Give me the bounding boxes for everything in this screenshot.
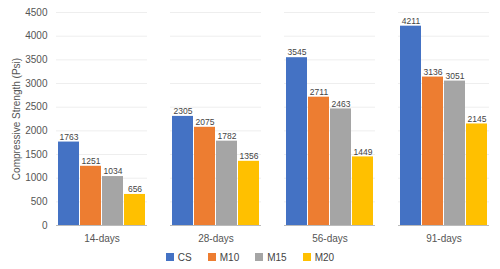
svg-text:Compressive Strength (Psi): Compressive Strength (Psi) <box>11 58 22 180</box>
svg-text:1763: 1763 <box>60 132 79 142</box>
svg-text:3500: 3500 <box>25 54 48 65</box>
svg-text:2000: 2000 <box>25 125 48 136</box>
svg-text:2500: 2500 <box>25 101 48 112</box>
svg-text:2145: 2145 <box>468 114 487 124</box>
svg-text:3136: 3136 <box>424 67 443 77</box>
svg-text:3000: 3000 <box>25 78 48 89</box>
svg-text:4000: 4000 <box>25 30 48 41</box>
html-text:M10: M10 <box>219 251 240 263</box>
svg-text:4500: 4500 <box>25 7 48 18</box>
svg-text:656: 656 <box>128 184 142 194</box>
svg-text:1500: 1500 <box>25 149 48 160</box>
svg-text:0: 0 <box>42 220 48 231</box>
svg-text:28-days: 28-days <box>198 233 234 244</box>
svg-text:2075: 2075 <box>196 117 215 127</box>
svg-text:56-days: 56-days <box>312 233 348 244</box>
html-text:CS: CS <box>177 251 192 263</box>
svg-text:1356: 1356 <box>240 151 259 161</box>
svg-text:2711: 2711 <box>310 87 329 97</box>
svg-text:2463: 2463 <box>332 99 351 109</box>
svg-text:1000: 1000 <box>25 172 48 183</box>
svg-text:1449: 1449 <box>354 147 373 157</box>
svg-text:3545: 3545 <box>288 47 307 57</box>
svg-text:3051: 3051 <box>446 71 465 81</box>
svg-text:91-days: 91-days <box>426 233 462 244</box>
html-text:M20: M20 <box>314 251 335 263</box>
svg-text:4211: 4211 <box>402 16 421 26</box>
svg-text:1251: 1251 <box>82 156 101 166</box>
svg-text:2305: 2305 <box>174 106 193 116</box>
svg-text:1034: 1034 <box>104 166 123 176</box>
svg-text:14-days: 14-days <box>84 233 120 244</box>
html-text:M15: M15 <box>267 251 287 263</box>
svg-text:500: 500 <box>31 196 48 207</box>
svg-text:1782: 1782 <box>218 131 237 141</box>
